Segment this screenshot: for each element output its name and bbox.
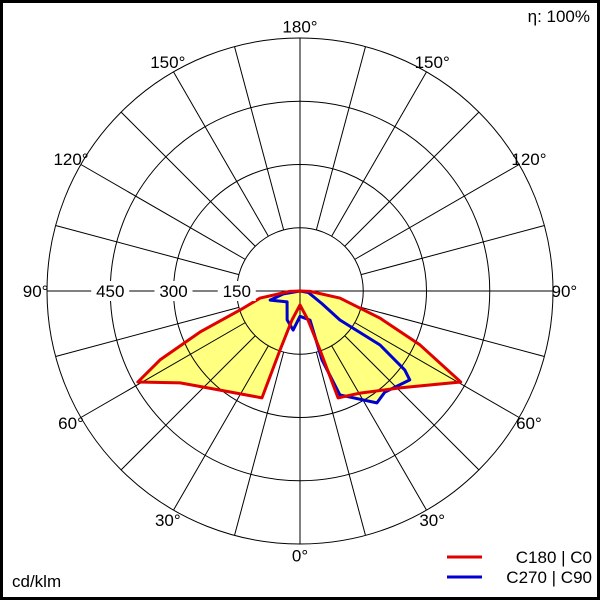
legend-label: C180 | C0 (516, 548, 592, 567)
radial-tick-label: 300 (159, 282, 187, 301)
grid-radial-line (55, 306, 240, 357)
series-fill-1 (270, 291, 410, 403)
grid-radial-line (354, 322, 520, 418)
grid-radial-line (360, 225, 545, 276)
angle-label: 180° (282, 18, 317, 37)
grid-radial-line (354, 164, 520, 260)
radial-tick-label: 150 (223, 282, 251, 301)
grid-radial-line (173, 345, 269, 511)
angle-label: 150° (415, 53, 450, 72)
angle-label: 60° (58, 414, 84, 433)
angle-label: 90° (552, 282, 578, 301)
efficiency-label: η: 100% (528, 7, 590, 26)
grid-radial-line (173, 71, 269, 237)
grid-radial-line (55, 225, 240, 276)
grid-radial-line (80, 164, 246, 260)
grid-radial-line (234, 351, 285, 536)
grid-radial-line (360, 306, 545, 357)
grid-radial-line (344, 111, 480, 247)
grid-radial-line (315, 351, 366, 536)
angle-label: 120° (511, 150, 546, 169)
series-line-C180-C0 (136, 289, 463, 400)
grid-radial-line (331, 345, 427, 511)
angle-label: 30° (155, 511, 181, 530)
grid-radial-line (234, 46, 285, 231)
units-label: cd/klm (12, 572, 61, 591)
grid-radial-line (120, 111, 256, 247)
tick-label-bg (91, 281, 130, 301)
tick-label-bg (154, 281, 193, 301)
radial-tick-label: 450 (96, 282, 124, 301)
grid-radial-line (344, 335, 480, 471)
grid-radial-line (120, 335, 256, 471)
series-line-C270-C90 (268, 289, 412, 405)
grid-radial-line (315, 46, 366, 231)
angle-label: 150° (150, 53, 185, 72)
angle-label: 120° (53, 150, 88, 169)
angle-label: 30° (419, 511, 445, 530)
legend-label: C270 | C90 (506, 568, 592, 587)
tick-label-bg (217, 281, 256, 301)
angle-label: 0° (292, 546, 308, 565)
angle-label: 60° (516, 414, 542, 433)
grid-radial-line (331, 71, 427, 237)
angle-label: 90° (23, 282, 49, 301)
grid-radial-line (80, 322, 246, 418)
